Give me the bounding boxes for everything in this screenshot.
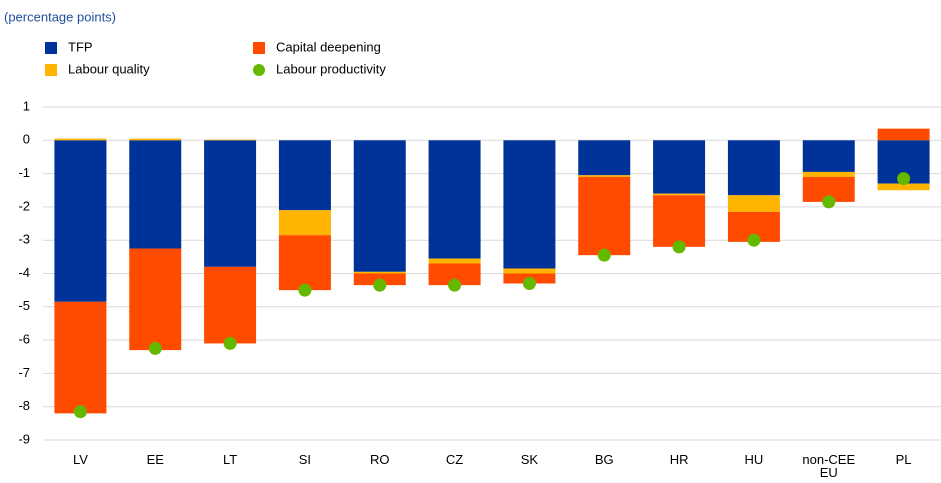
dot xyxy=(373,278,387,292)
bar-segment xyxy=(727,140,780,196)
bar-segment xyxy=(278,140,331,211)
x-tick-label: LV xyxy=(72,453,88,467)
y-tick-label: -5 xyxy=(18,298,30,313)
bar-segment xyxy=(204,266,257,344)
x-tick-label: BG xyxy=(594,453,614,467)
bar-segment xyxy=(578,140,631,176)
bar-segment xyxy=(54,301,107,414)
dot xyxy=(448,278,462,292)
bar-segment xyxy=(54,138,107,141)
x-tick-label-box: LV xyxy=(72,453,88,467)
bar-segment xyxy=(428,263,481,286)
y-tick-label: -4 xyxy=(18,265,30,280)
legend-marker xyxy=(253,64,265,76)
x-tick-label: SK xyxy=(520,453,539,467)
x-tick-label-box: SI xyxy=(298,453,312,467)
bar-segment xyxy=(278,210,331,236)
x-tick-label: non-CEE EU xyxy=(802,453,856,480)
x-tick-label: EE xyxy=(146,453,164,467)
bar-segment xyxy=(653,193,706,196)
bar-segment xyxy=(129,140,182,249)
x-tick-label: RO xyxy=(370,453,390,467)
y-tick-label: 1 xyxy=(23,98,30,113)
x-tick-label-box: RO xyxy=(370,453,390,467)
chart-subtitle: (percentage points) xyxy=(4,9,116,24)
bar-segment xyxy=(428,258,481,264)
bar-segment xyxy=(727,195,780,212)
bar-segment xyxy=(129,138,182,141)
y-tick-label: -6 xyxy=(18,332,30,347)
bar-segment xyxy=(877,183,930,191)
legend-swatch xyxy=(45,64,57,76)
y-tick-label: -8 xyxy=(18,398,30,413)
bar-segment xyxy=(653,140,706,194)
y-tick-label: -2 xyxy=(18,198,30,213)
x-tick-label-box: EE xyxy=(146,453,164,467)
dot xyxy=(73,405,87,419)
x-tick-label-box: CZ xyxy=(445,453,464,467)
x-tick-label-box: HR xyxy=(669,453,689,467)
y-tick-label: 0 xyxy=(23,132,30,147)
bar-segment xyxy=(353,140,406,272)
bar-segment xyxy=(802,140,855,172)
bar-segment xyxy=(802,171,855,177)
x-tick-label-box: PL xyxy=(895,453,912,467)
x-tick-label: LT xyxy=(222,453,238,467)
dot xyxy=(897,172,911,186)
legend-label: Capital deepening xyxy=(276,39,381,54)
bar-segment xyxy=(503,140,556,269)
y-tick-label: -7 xyxy=(18,365,30,380)
dot xyxy=(148,341,162,355)
legend-swatch xyxy=(253,42,265,54)
y-tick-label: -3 xyxy=(18,232,30,247)
x-tick-label-box: SK xyxy=(520,453,539,467)
legend-swatch xyxy=(45,42,57,54)
x-tick-label: CZ xyxy=(445,453,464,467)
x-tick-label: SI xyxy=(298,453,312,467)
bar-segment xyxy=(503,268,556,274)
y-tick-label: -9 xyxy=(18,431,30,446)
legend-label: Labour quality xyxy=(68,61,150,76)
bar-segment xyxy=(578,176,631,256)
dot xyxy=(298,283,312,297)
dot xyxy=(822,195,836,209)
dot xyxy=(522,276,536,290)
x-tick-label-box: LT xyxy=(222,453,238,467)
bar-segment xyxy=(204,140,257,267)
bar-segment xyxy=(204,139,257,141)
bar-segment xyxy=(129,248,182,351)
x-tick-label-box: HU xyxy=(744,453,764,467)
x-tick-label-box: BG xyxy=(594,453,614,467)
dot xyxy=(597,248,611,262)
x-tick-label: HR xyxy=(669,453,689,467)
dot xyxy=(672,240,686,254)
dot xyxy=(223,336,237,350)
x-tick-label: PL xyxy=(895,453,912,467)
bar-segment xyxy=(877,128,930,141)
y-tick-label: -1 xyxy=(18,165,30,180)
bar-segment xyxy=(428,140,481,259)
bar-segment xyxy=(653,195,706,247)
x-tick-label: HU xyxy=(744,453,764,467)
legend-label: TFP xyxy=(68,39,93,54)
bar-segment xyxy=(353,271,406,274)
x-tick-label-box: non-CEE EU xyxy=(802,453,856,480)
dot xyxy=(747,233,761,247)
bar-segment xyxy=(278,235,331,291)
bar-segment xyxy=(54,140,107,302)
legend-label: Labour productivity xyxy=(276,61,386,76)
bar-segment xyxy=(578,175,631,177)
